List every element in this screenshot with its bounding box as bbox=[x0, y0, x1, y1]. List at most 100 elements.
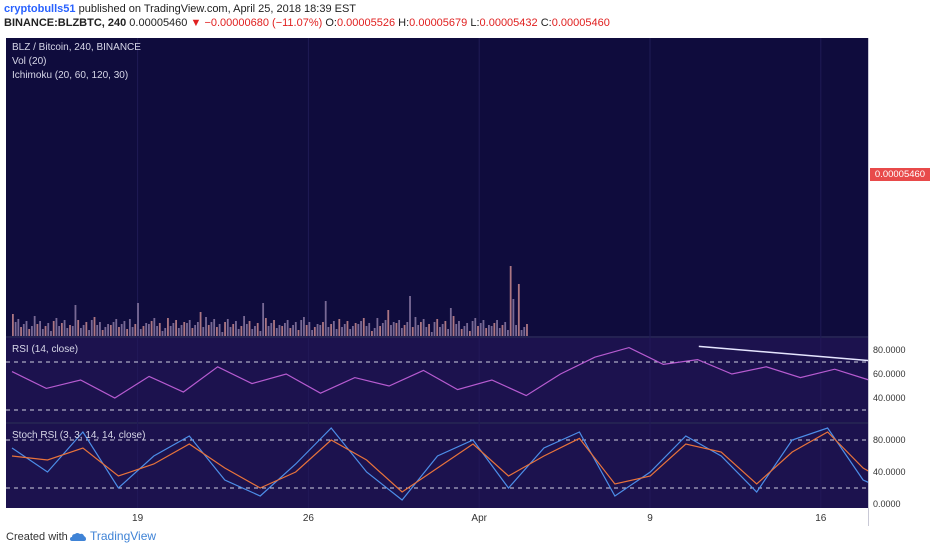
chart-header: cryptobulls51 published on TradingView.c… bbox=[0, 0, 932, 40]
volume-bar bbox=[150, 321, 153, 336]
volume-bar bbox=[148, 324, 150, 336]
volume-bar bbox=[107, 324, 109, 336]
volume-bar bbox=[194, 325, 197, 336]
volume-bar bbox=[460, 329, 463, 336]
time-axis-tick-label: 19 bbox=[132, 513, 144, 524]
volume-bar bbox=[128, 319, 131, 336]
volume-bar bbox=[183, 322, 186, 336]
volume-bar bbox=[471, 321, 474, 336]
volume-bar bbox=[303, 317, 305, 336]
volume-bar bbox=[436, 319, 439, 336]
volume-bar bbox=[338, 319, 341, 336]
rsi-series-line bbox=[11, 346, 868, 399]
volume-bar bbox=[324, 301, 327, 336]
volume-bar bbox=[41, 329, 44, 336]
volume-bar bbox=[172, 323, 175, 336]
volume-bar bbox=[316, 324, 319, 336]
volume-bar bbox=[167, 318, 169, 336]
volume-bar bbox=[118, 327, 120, 336]
current-price-tag: 0.00005460 bbox=[870, 168, 930, 181]
rsi-divergence-line bbox=[698, 345, 868, 362]
time-axis-tick-label: 16 bbox=[815, 513, 827, 524]
volume-bar bbox=[379, 326, 381, 336]
volume-bar bbox=[384, 320, 387, 336]
author-link[interactable]: cryptobulls51 bbox=[4, 3, 76, 15]
volume-bar bbox=[515, 325, 517, 336]
volume-bar bbox=[392, 322, 395, 336]
volume-bar bbox=[509, 266, 512, 336]
volume-bar bbox=[292, 325, 294, 336]
volume-bar bbox=[262, 303, 265, 336]
volume-bar bbox=[493, 323, 496, 336]
volume-bar bbox=[270, 323, 273, 336]
open-value: 0.00005526 bbox=[336, 17, 396, 29]
volume-bar bbox=[398, 320, 401, 336]
volume-bar bbox=[14, 322, 17, 336]
volume-bar bbox=[251, 329, 254, 336]
volume-bar bbox=[229, 327, 232, 336]
volume-bar bbox=[134, 324, 137, 336]
volume-bar bbox=[175, 320, 177, 336]
high-label: H: bbox=[398, 17, 410, 29]
volume-bar bbox=[477, 326, 479, 336]
rsi-legend: RSI (14, close) bbox=[12, 344, 79, 355]
chart-canvas[interactable]: 1.272(0.00007414)1(0.00006553)0.883(0.00… bbox=[6, 38, 868, 526]
volume-bar bbox=[31, 326, 33, 336]
volume-bar bbox=[226, 319, 229, 336]
volume-bar bbox=[235, 321, 237, 336]
volume-bar bbox=[39, 321, 41, 336]
volume-bar bbox=[12, 314, 14, 336]
volume-bar bbox=[196, 322, 199, 336]
volume-bar bbox=[319, 325, 322, 336]
volume-bar bbox=[145, 323, 148, 336]
volume-bar bbox=[488, 325, 490, 336]
volume-bar bbox=[273, 320, 275, 336]
volume-bar bbox=[371, 331, 373, 336]
volume-bar bbox=[232, 324, 235, 336]
volume-bar bbox=[139, 329, 142, 336]
volume-bar bbox=[28, 329, 31, 336]
volume-bar bbox=[58, 326, 61, 336]
volume-bar bbox=[354, 323, 357, 336]
volume-bar bbox=[82, 325, 85, 336]
volume-bar bbox=[44, 326, 47, 336]
volume-bar bbox=[25, 321, 28, 336]
volume-bar bbox=[126, 329, 129, 336]
volume-bar bbox=[99, 322, 101, 336]
open-label: O: bbox=[325, 17, 337, 29]
volume-bar bbox=[430, 332, 433, 336]
volume-bar bbox=[330, 324, 333, 336]
ichimoku-legend: Ichimoku (20, 60, 120, 30) bbox=[12, 70, 129, 81]
volume-bar bbox=[69, 325, 71, 336]
volume-bar bbox=[115, 319, 118, 336]
volume-bar bbox=[332, 321, 335, 336]
volume-bar bbox=[205, 317, 207, 336]
close-label: C: bbox=[540, 17, 552, 29]
stoch-d-line bbox=[11, 431, 868, 493]
volume-bar bbox=[71, 326, 74, 336]
volume-bar bbox=[352, 326, 354, 336]
volume-bar bbox=[245, 324, 248, 336]
volume-bar bbox=[447, 329, 449, 336]
ohlc-line: BINANCE:BLZBTC, 240 0.00005460 ▼ −0.0000… bbox=[4, 17, 610, 29]
volume-bar bbox=[409, 296, 411, 336]
volume-bar bbox=[444, 321, 447, 336]
volume-bar bbox=[158, 323, 161, 336]
volume-bar bbox=[343, 324, 346, 336]
volume-bar bbox=[169, 326, 172, 336]
volume-bar bbox=[297, 330, 300, 336]
chart-plot-area[interactable]: 1.272(0.00007414)1(0.00006553)0.883(0.00… bbox=[6, 38, 868, 526]
price-axis-canvas: 0.000075000.000070000.000065000.00006000… bbox=[873, 345, 906, 509]
volume-bar bbox=[504, 322, 507, 336]
volume-bar bbox=[439, 327, 441, 336]
volume-bar bbox=[137, 303, 139, 336]
volume-bar bbox=[517, 284, 520, 336]
stoch-axis-tick-label: 80.0000 bbox=[873, 435, 906, 445]
tradingview-logo[interactable]: TradingView bbox=[70, 529, 156, 543]
volume-bar bbox=[322, 322, 324, 336]
volume-bar bbox=[96, 325, 99, 336]
price-axis[interactable]: 0.000075000.000070000.000065000.00006000… bbox=[868, 38, 932, 526]
volume-bar bbox=[109, 325, 112, 336]
volume-bar bbox=[22, 324, 25, 336]
time-axis-tick-label: 26 bbox=[303, 513, 315, 524]
